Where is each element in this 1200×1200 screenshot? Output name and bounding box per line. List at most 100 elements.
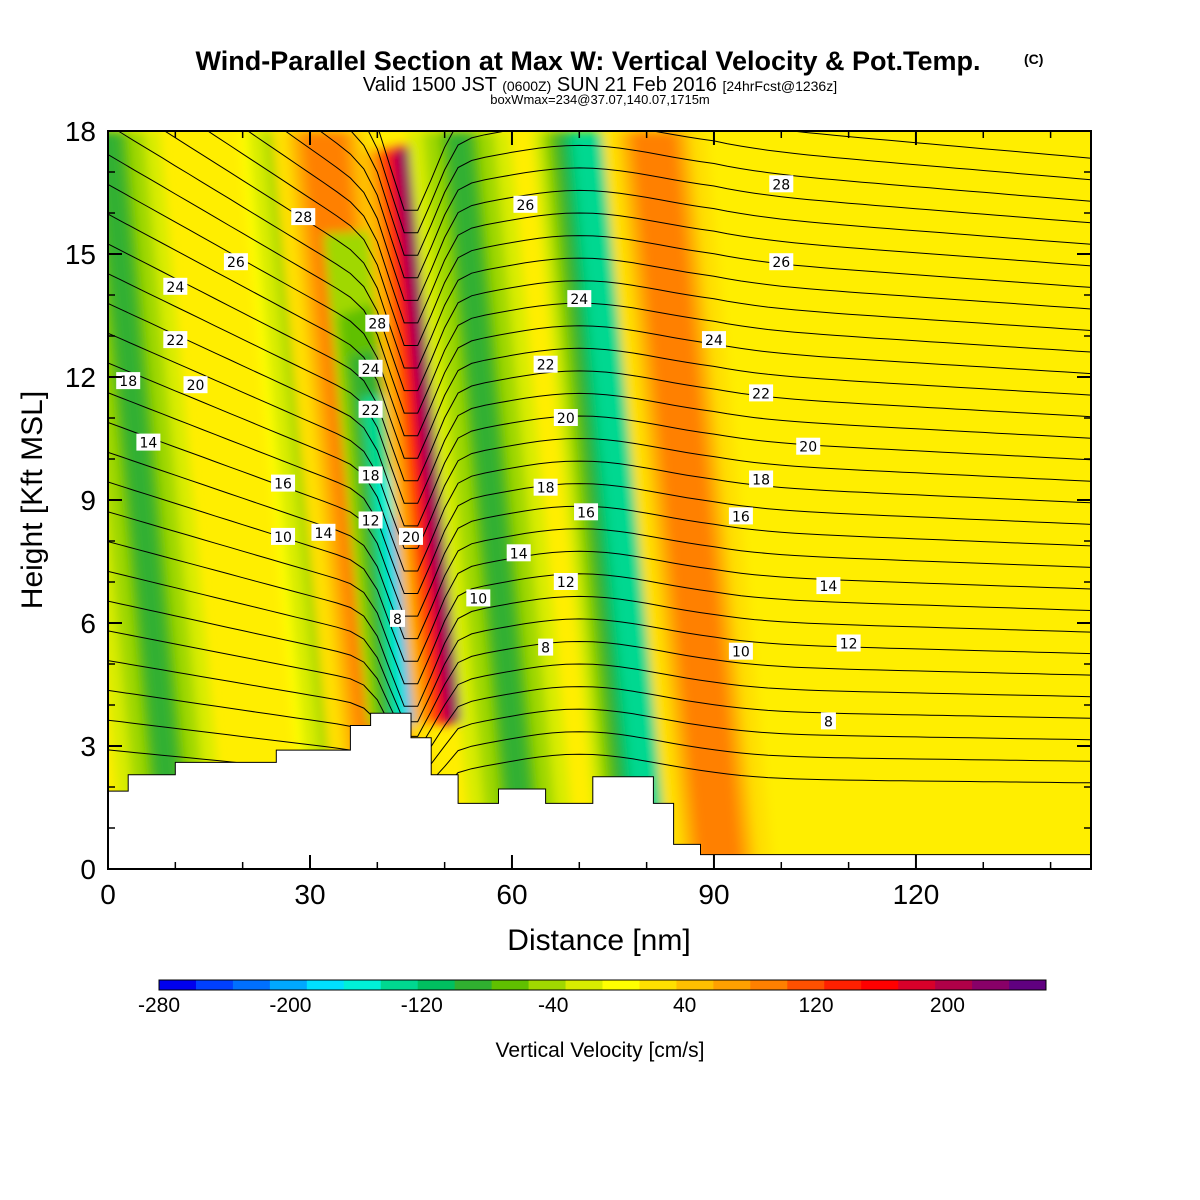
colorbar-swatch xyxy=(195,980,234,990)
contour-label: 26 xyxy=(517,198,535,214)
potential-temperature-contours xyxy=(108,131,1091,811)
isentrope-line xyxy=(108,451,1091,640)
colorbar-label: Vertical Velocity [cm/s] xyxy=(496,1039,705,1062)
colorbar-swatch xyxy=(602,980,640,990)
colorbar xyxy=(158,979,1047,991)
colorbar-tick-label: -200 xyxy=(269,994,311,1017)
y-tick-label: 0 xyxy=(80,854,96,885)
isentrope-line xyxy=(117,131,1091,392)
colorbar-swatch xyxy=(343,980,382,990)
contour-label-bg xyxy=(466,589,491,607)
contour-label-bg xyxy=(271,527,296,545)
contour-label-bg xyxy=(358,400,383,418)
contour-label-bg xyxy=(513,195,538,213)
y-axis-label: Height [Kft MSL] xyxy=(16,391,49,609)
contour-label: 12 xyxy=(557,575,575,591)
colorbar-swatch xyxy=(676,980,714,990)
isentrope-line xyxy=(108,332,1091,549)
velocity-band xyxy=(571,131,668,869)
contour-label: 20 xyxy=(402,530,420,546)
contour-label-bg xyxy=(533,355,558,373)
velocity-band xyxy=(108,131,187,869)
x-axis-ticks: 0 30 60 90 120 xyxy=(100,131,1052,910)
box-info: boxWmax=234@37.07,140.07,1715m xyxy=(490,92,710,107)
contour-label-bg xyxy=(836,634,861,652)
contour-label-bg xyxy=(553,409,578,426)
contour-label: 20 xyxy=(187,378,205,394)
isentrope-line xyxy=(247,131,1091,324)
colorbar-swatch xyxy=(639,980,677,990)
isentrope-line xyxy=(108,213,1091,459)
x-axis-label: Distance [nm] xyxy=(507,924,690,957)
colorbar-swatch xyxy=(417,980,456,990)
contour-label: 14 xyxy=(510,546,528,562)
contour-label-bg xyxy=(183,376,208,394)
contour-label-bg xyxy=(538,638,554,656)
x-tick-label: 0 xyxy=(100,879,116,910)
contour-label-bg xyxy=(728,507,753,525)
contour-label-bg xyxy=(271,474,296,492)
contour-label: 26 xyxy=(227,255,245,271)
colorbar-swatch xyxy=(232,980,271,990)
contour-label-bg xyxy=(533,478,558,496)
isentrope-line xyxy=(367,131,1091,234)
contour-label: 14 xyxy=(139,436,157,452)
isentrope-line xyxy=(108,362,1091,572)
subtitle-utc: (0600Z) xyxy=(502,78,551,94)
colorbar-tick-label: 120 xyxy=(799,994,834,1017)
contour-label: 22 xyxy=(362,403,380,419)
isentrope-line xyxy=(108,570,1091,723)
contour-label-bg xyxy=(358,359,383,377)
contour-label: 10 xyxy=(732,645,750,661)
contour-label-bg xyxy=(163,331,188,349)
x-tick-label: 60 xyxy=(496,879,527,910)
contour-label: 28 xyxy=(368,317,386,333)
contour-label-bg xyxy=(769,175,794,193)
contour-label: 20 xyxy=(799,440,817,456)
contour-label-bg xyxy=(291,208,316,226)
colorbar-tick-label: 200 xyxy=(930,994,965,1017)
subtitle-date: SUN 21 Feb 2016 xyxy=(557,74,717,96)
contour-labels: 28 26 24 22 18 20 14 16 10 14 28 24 22 18 12 20 8 26 24 22 2… xyxy=(116,175,861,730)
colorbar-tick-label: 40 xyxy=(673,994,696,1017)
contour-label-bg xyxy=(358,466,383,484)
contour-label: 28 xyxy=(772,177,790,193)
isentrope-line xyxy=(108,689,1091,782)
contour-label: 18 xyxy=(362,468,380,484)
colorbar-swatch xyxy=(787,980,825,990)
contour-label: 24 xyxy=(362,362,380,378)
isentrope-line xyxy=(108,719,1091,796)
contour-label: 20 xyxy=(557,411,575,427)
colorbar-swatch xyxy=(750,980,788,990)
y-tick-label: 3 xyxy=(80,731,96,762)
contour-label: 14 xyxy=(315,526,333,542)
velocity-band xyxy=(640,131,734,869)
contour-label-bg xyxy=(390,609,406,627)
contour-label: 8 xyxy=(824,714,833,730)
y-tick-label: 6 xyxy=(80,608,96,639)
contour-label-bg xyxy=(365,314,390,332)
colorbar-swatch xyxy=(1009,980,1047,990)
contour-label-bg xyxy=(311,523,336,541)
contour-label-bg xyxy=(769,253,794,271)
contour-label-bg xyxy=(701,331,726,349)
x-tick-label: 30 xyxy=(294,879,325,910)
contour-label-bg xyxy=(749,470,774,488)
subtitle-valid: Valid 1500 JST xyxy=(363,74,497,96)
contour-label-bg xyxy=(796,437,821,455)
colorbar-swatch xyxy=(565,980,603,990)
contour-label-bg xyxy=(574,503,599,521)
contour-label: 16 xyxy=(732,509,750,525)
contour-label: 22 xyxy=(537,358,555,374)
contour-label-bg xyxy=(506,544,531,562)
isentrope-line xyxy=(163,131,1091,369)
colorbar-swatch xyxy=(528,980,567,990)
colorbar-swatch xyxy=(491,980,530,990)
colorbar-tick-label: -280 xyxy=(138,994,180,1017)
contour-label-bg xyxy=(567,290,592,308)
contour-label: 18 xyxy=(537,481,555,497)
contour-label: 10 xyxy=(469,591,487,607)
contour-label-bg xyxy=(358,511,383,529)
isentrope-line xyxy=(108,154,1091,414)
contour-label: 18 xyxy=(119,374,137,390)
